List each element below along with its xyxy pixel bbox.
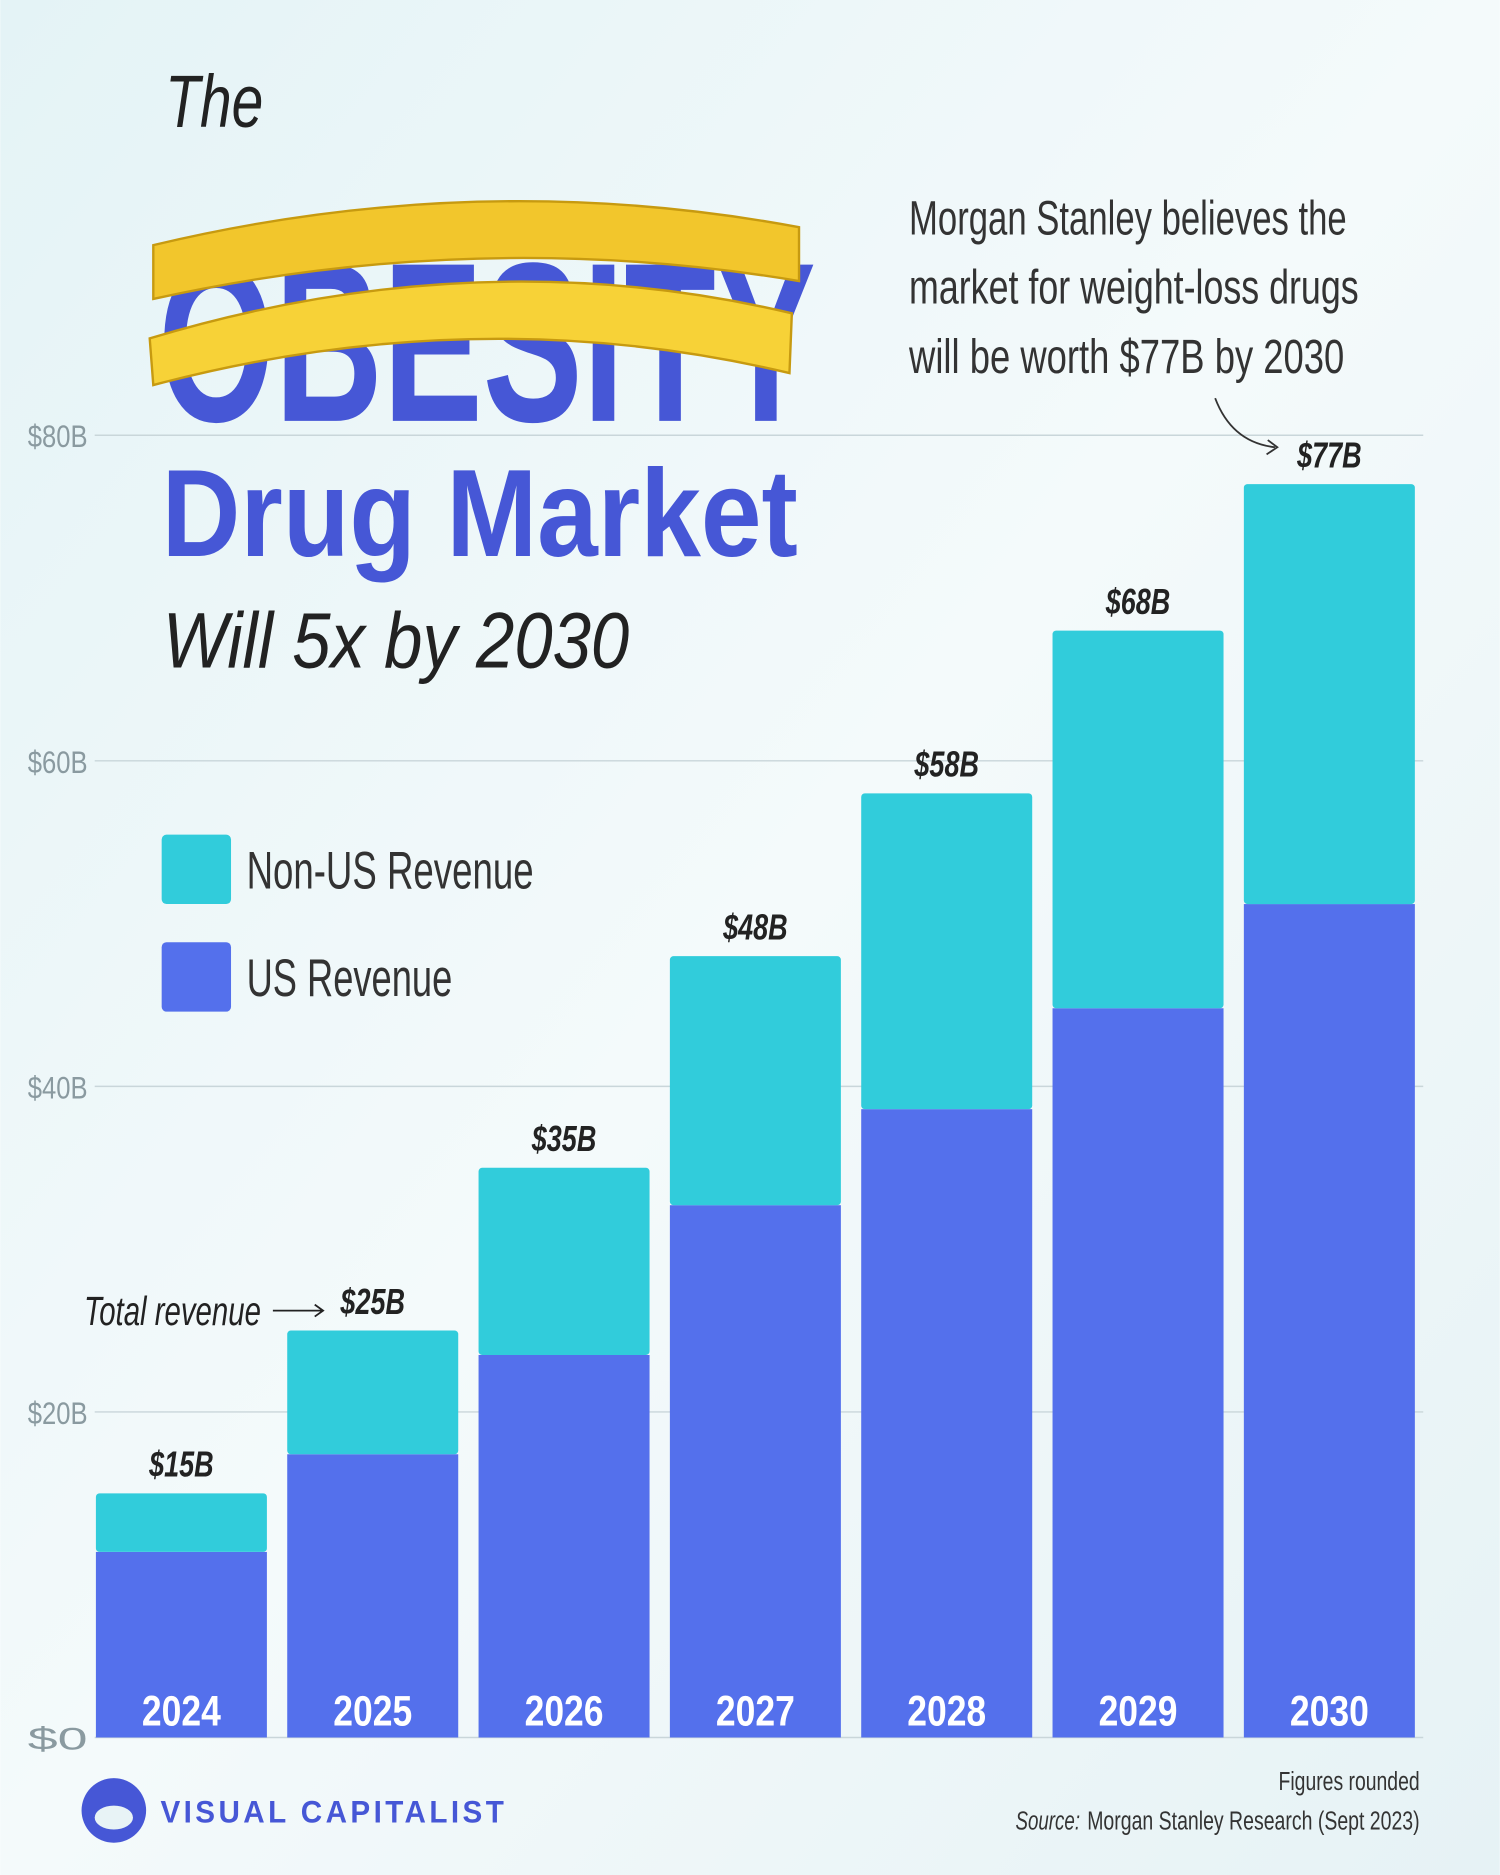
bar-segment (1243, 484, 1415, 905)
total-label: $15B (148, 1445, 213, 1485)
legend-swatch (161, 834, 232, 905)
bar-segment (669, 956, 841, 1206)
x-tick-label: 2030 (1290, 1688, 1369, 1736)
y-tick-label: $80B (28, 419, 88, 454)
bar-segment (1052, 1008, 1224, 1738)
note: Figures rounded (1279, 1766, 1420, 1796)
title-the: The (165, 60, 263, 143)
total-annotation: Total revenue (84, 1288, 261, 1334)
title-subtitle: Will 5x by 2030 (163, 596, 629, 684)
bar-segment (861, 793, 1033, 1110)
total-label: $58B (914, 745, 979, 785)
annotation: will be worth $77B by 2030 (908, 331, 1344, 384)
x-tick-label: 2029 (1099, 1688, 1178, 1736)
total-label: $25B (340, 1282, 405, 1322)
bar-segment (95, 1551, 267, 1738)
x-tick-label: 2028 (907, 1688, 986, 1736)
bar-segment (1243, 904, 1415, 1738)
tape-back (152, 200, 801, 301)
bar-segment (478, 1354, 650, 1738)
title-drug-market: Drug Market (162, 444, 798, 583)
legend-label: US Revenue (247, 949, 453, 1008)
x-tick-label: 2024 (142, 1688, 221, 1736)
bar-segment (669, 1205, 841, 1738)
total-label: $77B (1296, 435, 1361, 475)
bar-segment (478, 1167, 650, 1355)
bar-segment (95, 1493, 267, 1552)
bar-segment (861, 1109, 1033, 1738)
total-label: $35B (531, 1119, 596, 1159)
bar-segment (287, 1454, 459, 1738)
x-tick-label: 2025 (333, 1688, 412, 1736)
annotation: Morgan Stanley believes the (909, 192, 1347, 245)
y-tick-label: $60B (28, 745, 88, 780)
total-arrow (272, 1303, 325, 1318)
tape-front (148, 280, 794, 387)
brand: VISUAL CAPITALIST (160, 1794, 507, 1829)
annotation-arrow (1214, 397, 1276, 449)
y-tick-label: $40B (28, 1070, 88, 1105)
bar-segment (1052, 630, 1224, 1009)
brand-logo (81, 1778, 147, 1843)
x-tick-label: 2026 (525, 1688, 604, 1736)
annotation-arrow-head (1266, 439, 1279, 456)
legend: Non-US Revenue US Revenue (161, 834, 534, 1012)
legend-label: Non-US Revenue (247, 841, 534, 900)
y-tick-label: $0 (28, 1721, 88, 1756)
source: Morgan Stanley Research (Sept 2023) (1087, 1806, 1419, 1836)
total-label: $48B (722, 907, 787, 947)
annotation: market for weight-loss drugs (909, 262, 1359, 315)
legend-swatch (161, 942, 232, 1012)
x-tick-label: 2027 (716, 1688, 795, 1736)
y-tick-label: $20B (28, 1396, 88, 1431)
total-label: $68B (1105, 582, 1170, 622)
bars: $15B 2024 $25B 2025 $35B 2026 $48B 2027 $58B 2028… (95, 435, 1415, 1738)
bar-segment (287, 1330, 459, 1455)
source-label: Source: (1015, 1806, 1080, 1836)
